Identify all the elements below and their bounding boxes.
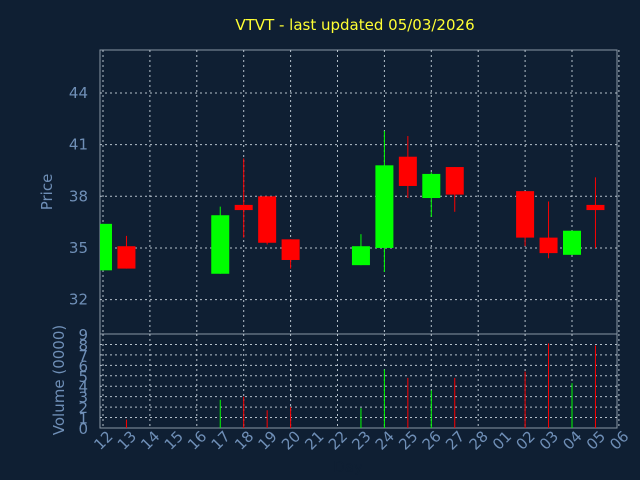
candle-body bbox=[234, 204, 253, 211]
x-tick-label: 04 bbox=[559, 427, 585, 453]
candle-body bbox=[351, 246, 370, 266]
candle-body bbox=[211, 215, 230, 274]
price-grid bbox=[100, 50, 620, 334]
candle-body bbox=[516, 191, 535, 238]
volume-tick-label: 7 bbox=[78, 347, 88, 365]
candle-body bbox=[258, 196, 277, 243]
candle-body bbox=[117, 246, 136, 269]
price-plot-frame bbox=[99, 49, 618, 335]
x-tick-label: 26 bbox=[419, 427, 445, 453]
chart-title: VTVT - last updated 05/03/2026 bbox=[235, 16, 474, 34]
candles bbox=[100, 130, 605, 274]
volume-tick-label: 5 bbox=[78, 368, 88, 386]
x-tick-label: 17 bbox=[208, 427, 234, 453]
price-tick-label: 38 bbox=[69, 187, 88, 205]
x-tick-label: 15 bbox=[161, 427, 187, 453]
volume-tick-label: 1 bbox=[78, 410, 88, 428]
price-tick-label: 41 bbox=[69, 136, 88, 154]
x-tick-label: 13 bbox=[114, 427, 140, 453]
volume-tick-label: 2 bbox=[78, 399, 88, 417]
x-tick-label: 19 bbox=[254, 427, 280, 453]
x-tick-label: 21 bbox=[301, 427, 327, 453]
x-axis-label: Day bbox=[333, 458, 363, 476]
volume-tick-label: 8 bbox=[78, 336, 88, 354]
x-tick-label: 12 bbox=[90, 427, 116, 453]
volume-grid bbox=[100, 334, 620, 428]
x-tick-label: 25 bbox=[395, 427, 421, 453]
volume-tick-label: 4 bbox=[78, 378, 88, 396]
volume-plot-frame bbox=[99, 333, 618, 429]
candle-body bbox=[445, 167, 464, 195]
volume-bars bbox=[125, 343, 596, 428]
candle-body bbox=[586, 204, 605, 211]
x-tick-label: 18 bbox=[231, 427, 257, 453]
candle-body bbox=[563, 230, 581, 255]
candle-body bbox=[539, 237, 558, 254]
candle-body bbox=[281, 239, 300, 260]
price-axis-label: Price bbox=[38, 174, 56, 211]
x-tick-label: 06 bbox=[606, 427, 632, 453]
volume-tick-label: 3 bbox=[78, 389, 88, 407]
x-tick-label: 05 bbox=[583, 427, 609, 453]
x-tick-label: 16 bbox=[184, 427, 210, 453]
price-tick-label: 35 bbox=[69, 239, 88, 257]
price-tick-label: 44 bbox=[69, 84, 88, 102]
price-tick-label: 32 bbox=[69, 291, 88, 309]
volume-tick-label: 9 bbox=[78, 326, 88, 344]
x-tick-label: 01 bbox=[489, 427, 515, 453]
volume-axis-label: Volume (0000) bbox=[50, 325, 68, 435]
volume-tick-label: 6 bbox=[78, 357, 88, 375]
x-tick-label: 28 bbox=[466, 427, 492, 453]
x-tick-label: 20 bbox=[278, 427, 304, 453]
x-tick-label: 23 bbox=[348, 427, 374, 453]
candle-body bbox=[375, 165, 394, 248]
x-axis-ticks: 1213141516171819202122232425262728010203… bbox=[90, 427, 632, 453]
x-tick-label: 27 bbox=[442, 427, 468, 453]
price-axis-ticks: 44 41 38 35 32 bbox=[69, 84, 88, 309]
candle-body bbox=[100, 223, 112, 271]
volume-tick-label: 0 bbox=[78, 420, 88, 438]
x-tick-label: 03 bbox=[536, 427, 562, 453]
x-tick-label: 24 bbox=[372, 427, 398, 453]
x-tick-label: 14 bbox=[137, 427, 163, 453]
x-tick-label: 22 bbox=[325, 427, 351, 453]
candle-body bbox=[398, 156, 417, 186]
price-panel: 44 41 38 35 32 bbox=[69, 49, 620, 335]
x-tick-label: 02 bbox=[512, 427, 538, 453]
candle-body bbox=[422, 173, 441, 199]
